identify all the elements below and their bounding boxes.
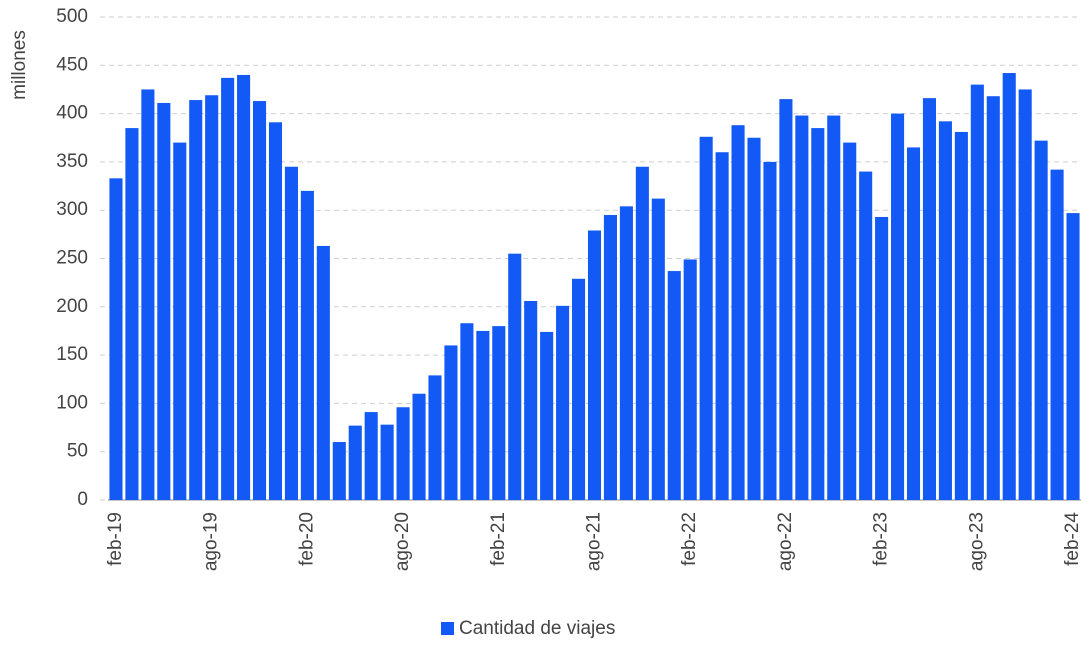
bar [364,412,378,500]
bar [683,259,697,500]
bar [268,122,283,500]
bar [875,216,889,500]
bar [460,323,474,500]
bar [859,171,873,500]
x-tick-label: feb-22 [679,512,700,566]
y-tick-label: 350 [56,151,88,172]
legend-swatch [441,622,454,635]
bar [986,96,1000,500]
bar [1034,140,1048,500]
bar [125,128,139,500]
bar [699,136,713,500]
bar [205,95,219,500]
bar [284,166,298,501]
bar [109,178,123,500]
y-axis-label: millones [9,30,30,100]
bar [237,74,251,501]
x-tick-label: feb-21 [488,512,509,566]
bar [715,152,729,501]
bar [891,113,905,500]
bar [906,147,921,500]
bar [635,166,649,501]
bar [827,115,841,501]
bar [747,137,761,500]
legend-label: Cantidad de viajes [459,618,615,639]
bar [763,161,777,500]
y-tick-label: 400 [56,103,88,124]
bar [556,305,570,500]
bar [938,121,952,500]
bar [811,128,825,500]
bar [189,100,203,501]
x-tick-label: ago-21 [584,512,605,571]
bar [173,142,187,500]
x-tick-label: ago-23 [966,512,987,571]
bar [843,142,857,500]
bar [667,271,681,500]
x-tick-label: feb-24 [1062,512,1083,566]
y-tick-label: 0 [77,489,88,510]
y-tick-label: 150 [56,344,88,365]
bar [572,278,586,500]
x-tick-label: feb-23 [871,512,892,566]
bar [619,206,633,500]
y-tick-label: 500 [56,6,88,27]
y-tick-label: 100 [56,392,88,413]
bar [508,253,522,500]
bar [603,215,617,500]
bar [1050,169,1064,501]
bar [779,99,793,501]
bar [795,115,809,501]
bar [476,330,490,500]
x-tick-label: feb-20 [296,512,317,566]
y-tick-label: 50 [67,441,88,462]
bar [970,84,984,501]
bar [1002,73,1016,500]
bar [922,98,937,501]
y-tick-label: 200 [56,296,88,317]
bar [524,301,538,500]
bar [428,375,442,500]
bar [587,230,602,500]
bar [540,331,554,500]
bar [412,393,426,500]
x-tick-label: ago-20 [392,512,413,571]
bar [1066,213,1080,500]
bar [954,131,968,501]
bar [380,424,394,500]
y-tick-label: 250 [56,248,88,269]
bar [141,89,155,500]
bar [731,125,745,500]
bar [316,245,330,500]
bar [348,425,362,500]
bar [300,190,314,500]
bar [396,407,410,500]
bar [252,101,267,501]
bar [492,326,506,500]
x-tick-label: ago-22 [775,512,796,571]
bar [651,198,665,500]
x-tick-label: feb-19 [105,512,126,566]
bar [1018,89,1032,500]
y-tick-label: 300 [56,199,88,220]
bar [221,77,235,500]
y-tick-label: 450 [56,54,88,75]
bar [444,345,458,500]
x-tick-label: ago-19 [201,512,222,571]
bar [157,102,171,500]
bar [332,442,346,500]
